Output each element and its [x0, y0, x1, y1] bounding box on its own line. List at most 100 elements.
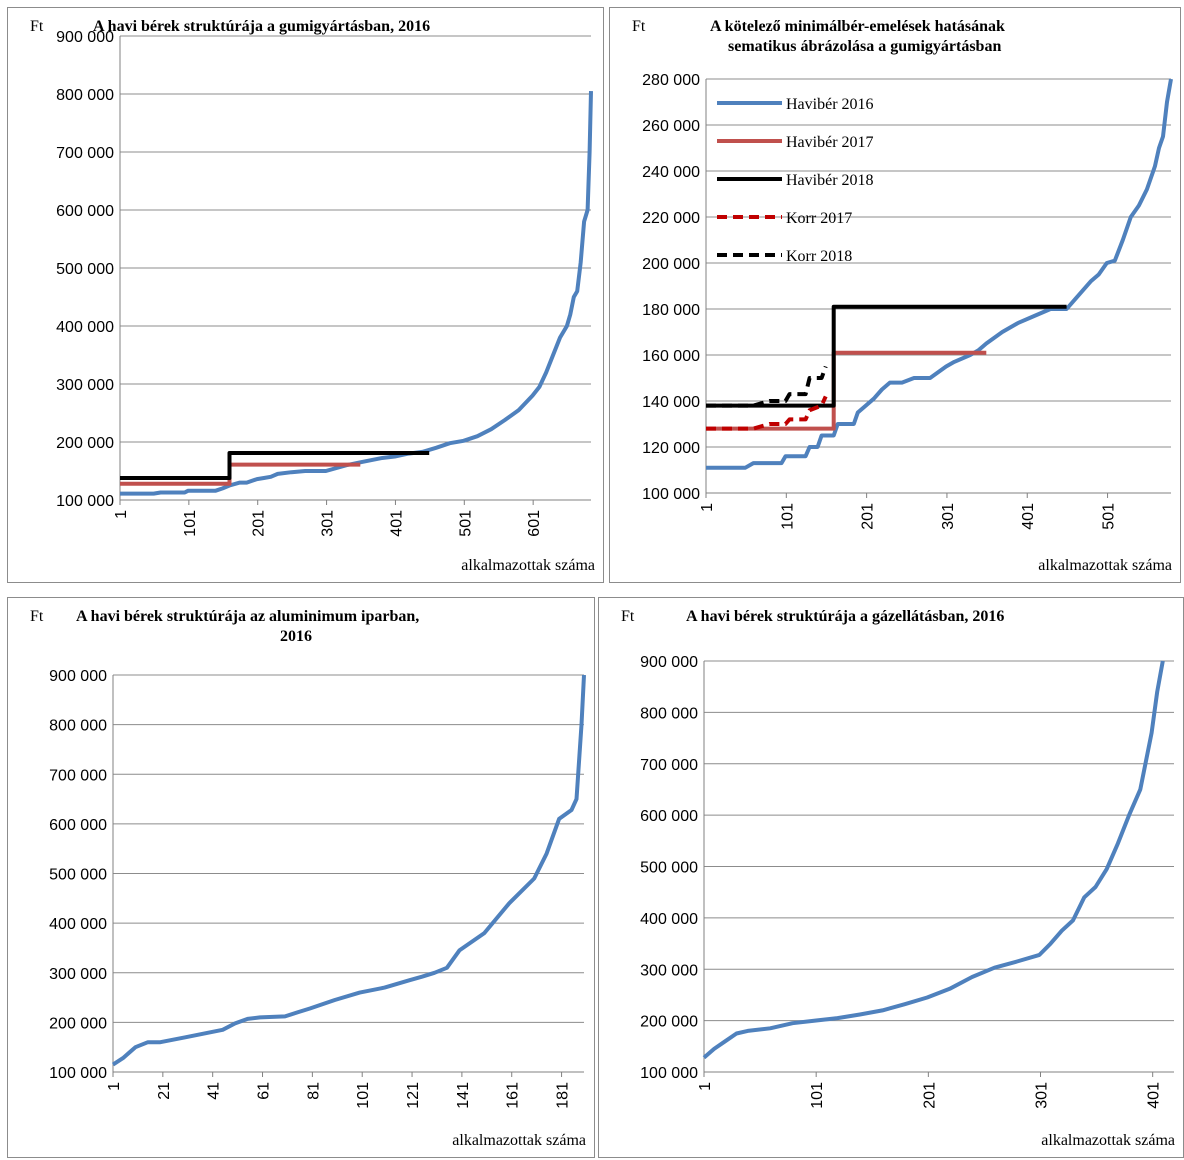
series-line: [111, 674, 586, 1067]
chart-panel-gas-supply-2016: 100 000 200 000 300 000 400 000 500 000 600 0…: [598, 597, 1184, 1158]
x-tick-label: 301: [1034, 1082, 1051, 1109]
x-tick-label: 501: [457, 510, 474, 537]
chart-svg-1: 100 000 200 000 300 000 400 000 500 000 600 0…: [30, 18, 595, 574]
chart-svg-3: 100 000 200 000 300 000 400 000 500 000 600 0…: [30, 608, 586, 1149]
y-tick-label: 600 000: [640, 808, 698, 825]
x-tick-label: 181: [555, 1082, 572, 1109]
chart-title: A havi bérek struktúrája a gázellátásban…: [686, 608, 1004, 625]
y-tick-label: 900 000: [56, 29, 114, 46]
y-tick-label: 500 000: [49, 867, 107, 884]
unit-label: Ft: [621, 608, 635, 625]
x-tick-label: 141: [455, 1082, 472, 1109]
x-tick-label: 101: [355, 1082, 372, 1109]
y-tick-label: 700 000: [56, 145, 114, 162]
x-tick-label: 81: [305, 1082, 322, 1100]
y-tick-label: 200 000: [642, 256, 700, 273]
x-tick-label: 401: [1020, 503, 1037, 530]
chart-title: A kötelező minimálbér-emelések hatásának: [710, 18, 1005, 35]
legend-entry: Havibér 2018: [786, 172, 874, 189]
x-tick-label: 101: [182, 510, 199, 537]
y-tick-label: 100 000: [640, 1065, 698, 1082]
unit-label: Ft: [30, 608, 44, 625]
x-tick-label: 41: [206, 1082, 223, 1100]
x-tick-label: 61: [256, 1082, 273, 1100]
y-tick-label: 160 000: [642, 348, 700, 365]
y-tick-label: 600 000: [56, 203, 114, 220]
x-axis-label: alkalmazottak száma: [1038, 557, 1172, 574]
x-tick-label: 101: [779, 503, 796, 530]
x-axis-label: alkalmazottak száma: [1041, 1132, 1175, 1149]
legend-entry: Havibér 2017: [786, 134, 874, 151]
y-tick-label: 100 000: [56, 493, 114, 510]
y-tick-label: 140 000: [642, 394, 700, 411]
x-tick-label: 201: [251, 510, 268, 537]
x-tick-label: 1: [697, 1082, 714, 1091]
x-tick-label: 1: [106, 1082, 123, 1091]
y-tick-label: 200 000: [56, 435, 114, 452]
chart-title: A havi bérek struktúrája az aluminimum i…: [76, 608, 419, 625]
y-tick-label: 700 000: [640, 757, 698, 774]
x-tick-label: 161: [505, 1082, 522, 1109]
y-tick-label: 260 000: [642, 118, 700, 135]
series-line: [120, 91, 593, 496]
y-tick-label: 600 000: [49, 817, 107, 834]
y-tick-label: 700 000: [49, 767, 107, 784]
y-tick-label: 900 000: [49, 668, 107, 685]
y-tick-label: 280 000: [642, 72, 700, 89]
y-tick-label: 180 000: [642, 302, 700, 319]
x-tick-label: 301: [320, 510, 337, 537]
y-tick-label: 800 000: [56, 87, 114, 104]
y-tick-label: 300 000: [49, 966, 107, 983]
unit-label: Ft: [632, 18, 646, 35]
x-tick-label: 1: [113, 510, 130, 519]
x-axis-label: alkalmazottak száma: [461, 557, 595, 574]
series-line: [706, 78, 1173, 470]
y-tick-label: 220 000: [642, 210, 700, 227]
y-tick-label: 300 000: [640, 962, 698, 979]
legend-entry: Havibér 2016: [786, 96, 874, 113]
unit-label: Ft: [30, 18, 44, 35]
series-line: [120, 451, 430, 480]
x-tick-label: 201: [921, 1082, 938, 1109]
series-line: [706, 350, 987, 431]
series-line: [706, 304, 1067, 408]
x-axis-label: alkalmazottak száma: [452, 1132, 586, 1149]
series-line: [702, 660, 1165, 1060]
chart-panel-aluminium-2016: 100 000 200 000 300 000 400 000 500 000 600 0…: [7, 597, 595, 1158]
y-tick-label: 200 000: [49, 1015, 107, 1032]
y-tick-label: 400 000: [640, 911, 698, 928]
series-line: [706, 365, 828, 408]
x-tick-label: 501: [1101, 503, 1118, 530]
chart-title: sematikus ábrázolása a gumigyártásban: [728, 38, 1001, 55]
y-tick-label: 240 000: [642, 164, 700, 181]
y-tick-label: 500 000: [56, 261, 114, 278]
legend-entry: Korr 2018: [786, 248, 852, 265]
x-tick-label: 301: [940, 503, 957, 530]
chart-svg-2: 100 000 120 000 140 000 160 000 180 000 200 0…: [632, 18, 1173, 574]
x-tick-label: 101: [809, 1082, 826, 1109]
legend-entry: Korr 2017: [786, 210, 852, 227]
x-tick-label: 1: [699, 503, 716, 512]
y-tick-label: 800 000: [49, 718, 107, 735]
x-tick-label: 601: [526, 510, 543, 537]
y-tick-label: 400 000: [56, 319, 114, 336]
y-tick-label: 300 000: [56, 377, 114, 394]
chart-panel-minimum-wage-effect: 100 000 120 000 140 000 160 000 180 000 200 0…: [609, 7, 1181, 583]
y-tick-label: 100 000: [49, 1065, 107, 1082]
y-tick-label: 800 000: [640, 705, 698, 722]
x-tick-label: 121: [405, 1082, 422, 1109]
y-tick-label: 400 000: [49, 916, 107, 933]
chart-title: A havi bérek struktúrája a gumigyártásba…: [93, 18, 430, 35]
series-line: [706, 395, 828, 431]
x-tick-label: 201: [860, 503, 877, 530]
x-tick-label: 21: [156, 1082, 173, 1100]
x-tick-label: 401: [1146, 1082, 1163, 1109]
y-tick-label: 120 000: [642, 440, 700, 457]
chart-title: 2016: [280, 628, 312, 645]
chart-svg-4: 100 000 200 000 300 000 400 000 500 000 600 0…: [621, 608, 1175, 1149]
y-tick-label: 900 000: [640, 654, 698, 671]
chart-panel-rubber-2016: 100 000 200 000 300 000 400 000 500 000 600 0…: [7, 7, 604, 583]
y-tick-label: 100 000: [642, 486, 700, 503]
x-tick-label: 401: [388, 510, 405, 537]
y-tick-label: 500 000: [640, 860, 698, 877]
